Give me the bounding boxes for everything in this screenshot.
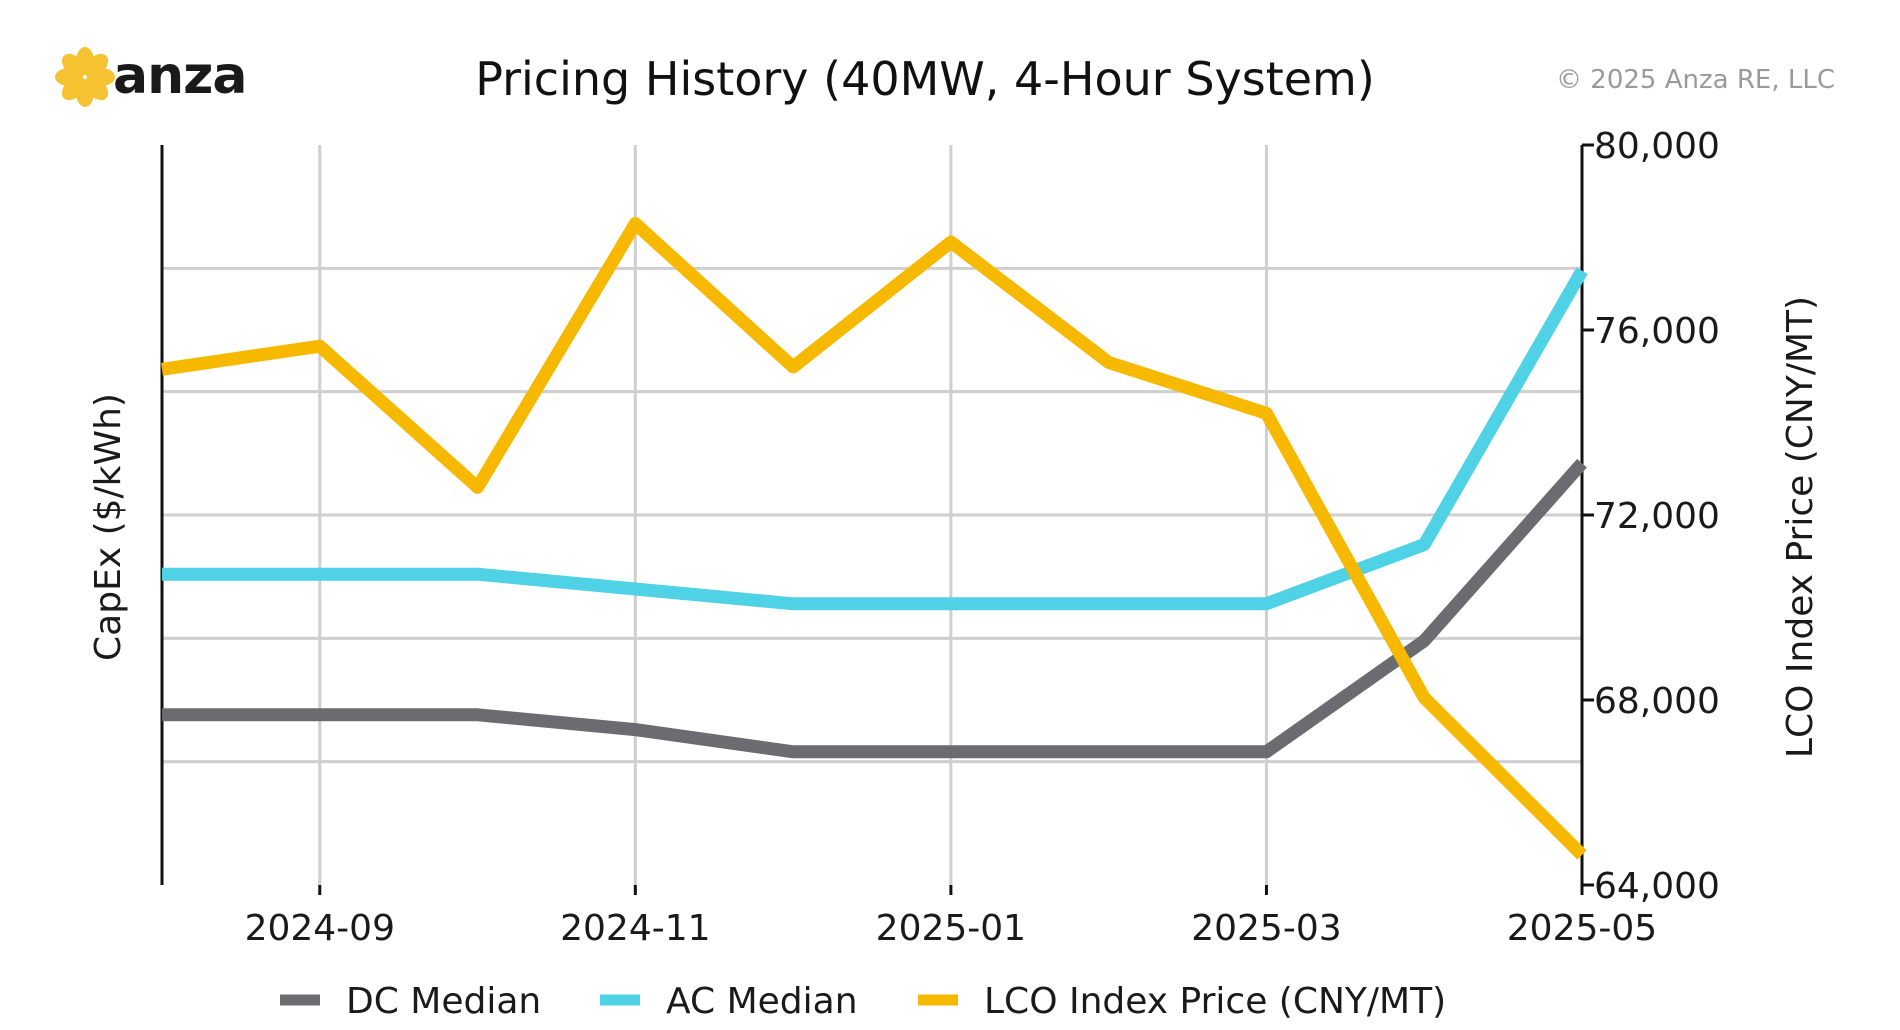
x-tick-labels: 2024-09 2024-11 2025-01 2025-03 2025-05 [245, 885, 1657, 949]
brand-name: anza [113, 46, 246, 106]
lco-index-price-line [161, 217, 1587, 860]
y-right-tick-label: 68,000 [1594, 681, 1720, 722]
x-tick-label: 2025-05 [1507, 908, 1657, 949]
x-tick-label: 2024-11 [560, 908, 710, 949]
logo-petal [61, 53, 86, 78]
y-right-tick-label: 76,000 [1594, 311, 1720, 352]
x-tick-label: 2024-09 [245, 908, 395, 949]
dc-median-line [162, 458, 1587, 759]
y-right-tick-labels: 64,000 68,000 72,000 76,000 80,000 [1582, 126, 1720, 907]
grid-layer [162, 145, 1582, 885]
legend-label-ac: AC Median [666, 981, 858, 1022]
right-axis-label: LCO Index Price (CNY/MT) [1780, 296, 1821, 758]
copyright-notice: © 2025 Anza RE, LLC [1556, 65, 1835, 95]
y-right-tick-label: 64,000 [1594, 866, 1720, 907]
flower-icon [55, 47, 115, 107]
legend: DC Median AC Median LCO Index Price (CNY… [280, 981, 1446, 1022]
legend-label-dc: DC Median [346, 981, 541, 1022]
legend-label-lco: LCO Index Price (CNY/MT) [984, 981, 1446, 1022]
y-right-tick-label: 80,000 [1594, 126, 1720, 167]
ac-median-line [162, 267, 1588, 611]
x-tick-label: 2025-01 [876, 908, 1026, 949]
anza-logo: anza [55, 46, 247, 107]
y-right-tick-label: 72,000 [1594, 496, 1720, 537]
left-axis-label: CapEx ($/kWh) [88, 393, 129, 661]
series-layer [161, 217, 1588, 860]
x-tick-label: 2025-03 [1191, 908, 1341, 949]
chart-title: Pricing History (40MW, 4-Hour System) [475, 52, 1375, 106]
